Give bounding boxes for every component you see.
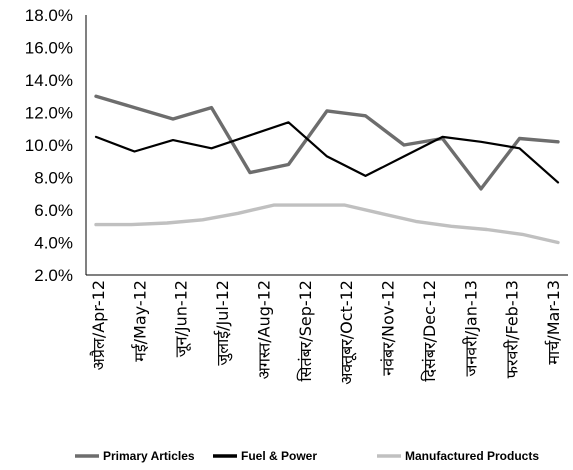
y-tick-label: 14.0% — [25, 71, 73, 90]
x-category-label: नवंबर/Nov-12 — [379, 280, 398, 376]
x-category-label: दिसंबर/Dec-12 — [420, 280, 439, 382]
x-category-label: सितंबर/Sep-12 — [296, 280, 315, 381]
y-tick-label: 4.0% — [34, 234, 73, 253]
series-line — [94, 94, 560, 191]
chart-axes — [85, 15, 568, 276]
chart-legend: Primary Articles Fuel & Power Manufactured… — [75, 449, 539, 463]
series-line — [94, 121, 560, 184]
x-category-label: जून/Jun-12 — [172, 280, 192, 357]
x-category-label: जनवरी/Jan-13 — [461, 280, 480, 377]
y-tick-label: 16.0% — [25, 39, 73, 58]
y-tick-label: 10.0% — [25, 136, 73, 155]
x-axis-category-labels: अप्रैल/Apr-12 मई/May-12 जून/Jun-12 जुलाई/Ju… — [89, 280, 563, 385]
x-category-label: फरवरी/Feb-13 — [503, 280, 522, 378]
legend-label: Primary Articles — [103, 449, 195, 463]
x-category-label: अक्तूबर/Oct-12 — [337, 280, 357, 385]
y-tick-label: 8.0% — [34, 169, 73, 188]
x-category-label: अगस्त/Aug-12 — [254, 280, 273, 379]
x-category-label: मई/May-12 — [130, 280, 149, 362]
y-tick-label: 12.0% — [25, 104, 73, 123]
y-tick-label: 2.0% — [34, 266, 73, 285]
legend-label: Fuel & Power — [241, 449, 317, 463]
chart-series — [94, 94, 560, 245]
series-line — [94, 203, 560, 245]
legend-label: Manufactured Products — [405, 449, 539, 463]
y-tick-label: 6.0% — [34, 201, 73, 220]
y-tick-label: 18.0% — [25, 6, 73, 25]
x-category-label: मार्च/Mar-13 — [544, 280, 563, 365]
x-category-label: जुलाई/Jul-12 — [213, 280, 233, 366]
x-category-label: अप्रैल/Apr-12 — [89, 280, 108, 370]
y-axis-tick-labels: 2.0% 4.0% 6.0% 8.0% 10.0% 12.0% 14.0% 16.0% 18.0… — [25, 6, 73, 285]
